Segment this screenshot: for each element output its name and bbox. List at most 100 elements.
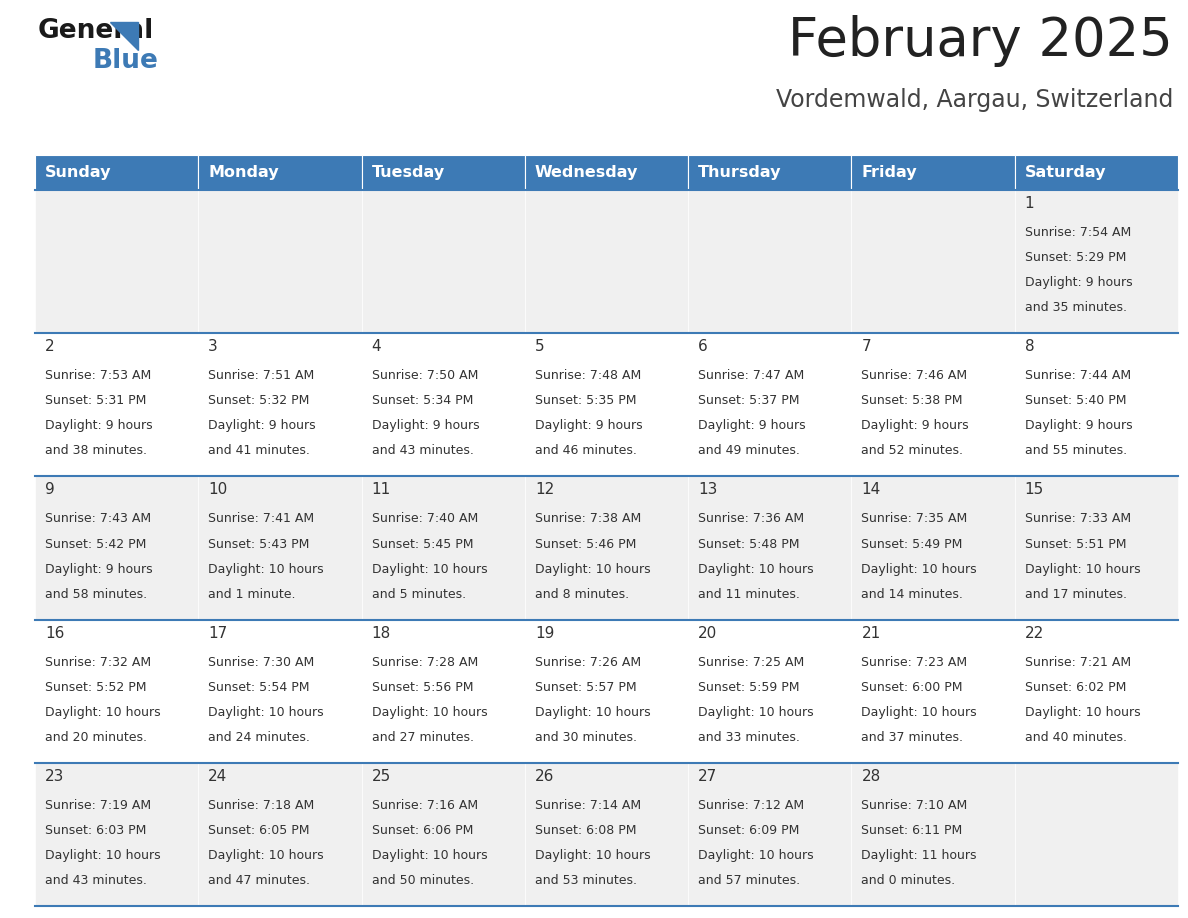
Text: and 46 minutes.: and 46 minutes. bbox=[535, 444, 637, 457]
Text: 21: 21 bbox=[861, 625, 880, 641]
Text: Daylight: 10 hours: Daylight: 10 hours bbox=[372, 849, 487, 862]
Text: 20: 20 bbox=[699, 625, 718, 641]
Bar bbox=[688, 763, 852, 906]
Text: 10: 10 bbox=[208, 482, 228, 498]
Text: Daylight: 9 hours: Daylight: 9 hours bbox=[861, 420, 969, 432]
Text: Sunset: 5:35 PM: Sunset: 5:35 PM bbox=[535, 395, 637, 408]
Text: Sunrise: 7:23 AM: Sunrise: 7:23 AM bbox=[861, 655, 967, 668]
Text: General: General bbox=[38, 18, 154, 44]
Text: Sunset: 5:46 PM: Sunset: 5:46 PM bbox=[535, 538, 637, 551]
Text: Sunrise: 7:43 AM: Sunrise: 7:43 AM bbox=[45, 512, 151, 525]
Text: Sunset: 5:40 PM: Sunset: 5:40 PM bbox=[1025, 395, 1126, 408]
Bar bbox=[525, 333, 688, 476]
Bar bbox=[688, 333, 852, 476]
Text: Sunset: 5:59 PM: Sunset: 5:59 PM bbox=[699, 681, 800, 694]
Text: Sunrise: 7:10 AM: Sunrise: 7:10 AM bbox=[861, 799, 968, 812]
Text: Sunset: 6:09 PM: Sunset: 6:09 PM bbox=[699, 824, 800, 837]
Text: Daylight: 10 hours: Daylight: 10 hours bbox=[208, 706, 324, 719]
Text: Daylight: 9 hours: Daylight: 9 hours bbox=[208, 420, 316, 432]
Bar bbox=[198, 476, 361, 620]
Text: Sunset: 5:45 PM: Sunset: 5:45 PM bbox=[372, 538, 473, 551]
Text: Daylight: 10 hours: Daylight: 10 hours bbox=[699, 563, 814, 576]
Text: and 57 minutes.: and 57 minutes. bbox=[699, 874, 801, 887]
Text: Daylight: 10 hours: Daylight: 10 hours bbox=[372, 706, 487, 719]
Bar bbox=[34, 155, 198, 190]
Text: and 27 minutes.: and 27 minutes. bbox=[372, 731, 474, 744]
Text: Daylight: 9 hours: Daylight: 9 hours bbox=[372, 420, 479, 432]
Bar bbox=[852, 763, 1015, 906]
Bar bbox=[361, 476, 525, 620]
Text: Daylight: 9 hours: Daylight: 9 hours bbox=[1025, 276, 1132, 289]
Text: Sunset: 6:00 PM: Sunset: 6:00 PM bbox=[861, 681, 963, 694]
Text: and 41 minutes.: and 41 minutes. bbox=[208, 444, 310, 457]
Text: Daylight: 10 hours: Daylight: 10 hours bbox=[535, 563, 651, 576]
Text: Sunrise: 7:19 AM: Sunrise: 7:19 AM bbox=[45, 799, 151, 812]
Text: Sunrise: 7:50 AM: Sunrise: 7:50 AM bbox=[372, 369, 478, 382]
Bar bbox=[1015, 333, 1178, 476]
Text: Sunset: 5:54 PM: Sunset: 5:54 PM bbox=[208, 681, 310, 694]
Text: Sunrise: 7:14 AM: Sunrise: 7:14 AM bbox=[535, 799, 642, 812]
Text: Sunrise: 7:36 AM: Sunrise: 7:36 AM bbox=[699, 512, 804, 525]
Bar bbox=[361, 763, 525, 906]
Bar bbox=[198, 620, 361, 763]
Text: Sunrise: 7:28 AM: Sunrise: 7:28 AM bbox=[372, 655, 478, 668]
Text: Sunrise: 7:48 AM: Sunrise: 7:48 AM bbox=[535, 369, 642, 382]
Bar bbox=[852, 155, 1015, 190]
Text: Sunrise: 7:40 AM: Sunrise: 7:40 AM bbox=[372, 512, 478, 525]
Text: Sunset: 5:52 PM: Sunset: 5:52 PM bbox=[45, 681, 146, 694]
Text: Daylight: 10 hours: Daylight: 10 hours bbox=[699, 706, 814, 719]
Text: Sunset: 5:48 PM: Sunset: 5:48 PM bbox=[699, 538, 800, 551]
Text: 27: 27 bbox=[699, 768, 718, 784]
Bar bbox=[198, 155, 361, 190]
Text: and 8 minutes.: and 8 minutes. bbox=[535, 588, 628, 600]
Text: and 35 minutes.: and 35 minutes. bbox=[1025, 301, 1126, 314]
Text: Sunset: 5:56 PM: Sunset: 5:56 PM bbox=[372, 681, 473, 694]
Text: Sunset: 5:42 PM: Sunset: 5:42 PM bbox=[45, 538, 146, 551]
Text: Daylight: 10 hours: Daylight: 10 hours bbox=[861, 563, 977, 576]
Text: Daylight: 10 hours: Daylight: 10 hours bbox=[699, 849, 814, 862]
Text: 18: 18 bbox=[372, 625, 391, 641]
Text: Daylight: 10 hours: Daylight: 10 hours bbox=[208, 849, 324, 862]
Bar bbox=[198, 763, 361, 906]
Text: 24: 24 bbox=[208, 768, 228, 784]
Text: and 53 minutes.: and 53 minutes. bbox=[535, 874, 637, 887]
Text: and 52 minutes.: and 52 minutes. bbox=[861, 444, 963, 457]
Text: 28: 28 bbox=[861, 768, 880, 784]
Text: February 2025: February 2025 bbox=[789, 15, 1173, 67]
Text: Sunset: 5:43 PM: Sunset: 5:43 PM bbox=[208, 538, 310, 551]
Text: Sunrise: 7:54 AM: Sunrise: 7:54 AM bbox=[1025, 226, 1131, 239]
Text: Sunrise: 7:32 AM: Sunrise: 7:32 AM bbox=[45, 655, 151, 668]
Text: Sunrise: 7:35 AM: Sunrise: 7:35 AM bbox=[861, 512, 968, 525]
Text: Sunrise: 7:26 AM: Sunrise: 7:26 AM bbox=[535, 655, 642, 668]
Text: Sunset: 6:05 PM: Sunset: 6:05 PM bbox=[208, 824, 310, 837]
Text: 15: 15 bbox=[1025, 482, 1044, 498]
Text: and 30 minutes.: and 30 minutes. bbox=[535, 731, 637, 744]
Text: and 33 minutes.: and 33 minutes. bbox=[699, 731, 800, 744]
Text: 16: 16 bbox=[45, 625, 64, 641]
Text: Sunset: 5:32 PM: Sunset: 5:32 PM bbox=[208, 395, 310, 408]
Text: Daylight: 10 hours: Daylight: 10 hours bbox=[1025, 706, 1140, 719]
Text: Sunset: 5:38 PM: Sunset: 5:38 PM bbox=[861, 395, 963, 408]
Text: Sunset: 5:29 PM: Sunset: 5:29 PM bbox=[1025, 252, 1126, 264]
Text: Sunset: 5:37 PM: Sunset: 5:37 PM bbox=[699, 395, 800, 408]
Text: and 40 minutes.: and 40 minutes. bbox=[1025, 731, 1126, 744]
Text: Sunrise: 7:33 AM: Sunrise: 7:33 AM bbox=[1025, 512, 1131, 525]
Text: Daylight: 10 hours: Daylight: 10 hours bbox=[535, 849, 651, 862]
Text: Sunrise: 7:38 AM: Sunrise: 7:38 AM bbox=[535, 512, 642, 525]
Text: Sunday: Sunday bbox=[45, 165, 112, 180]
Text: 8: 8 bbox=[1025, 339, 1035, 354]
Bar bbox=[852, 190, 1015, 333]
Text: Sunset: 6:11 PM: Sunset: 6:11 PM bbox=[861, 824, 962, 837]
Text: Sunset: 5:34 PM: Sunset: 5:34 PM bbox=[372, 395, 473, 408]
Text: 17: 17 bbox=[208, 625, 228, 641]
Text: 1: 1 bbox=[1025, 196, 1035, 211]
Text: and 20 minutes.: and 20 minutes. bbox=[45, 731, 147, 744]
Bar bbox=[525, 620, 688, 763]
Text: Friday: Friday bbox=[861, 165, 917, 180]
Text: and 0 minutes.: and 0 minutes. bbox=[861, 874, 955, 887]
Text: and 58 minutes.: and 58 minutes. bbox=[45, 588, 147, 600]
Bar bbox=[361, 190, 525, 333]
Bar bbox=[852, 333, 1015, 476]
Text: and 49 minutes.: and 49 minutes. bbox=[699, 444, 800, 457]
Text: 26: 26 bbox=[535, 768, 555, 784]
